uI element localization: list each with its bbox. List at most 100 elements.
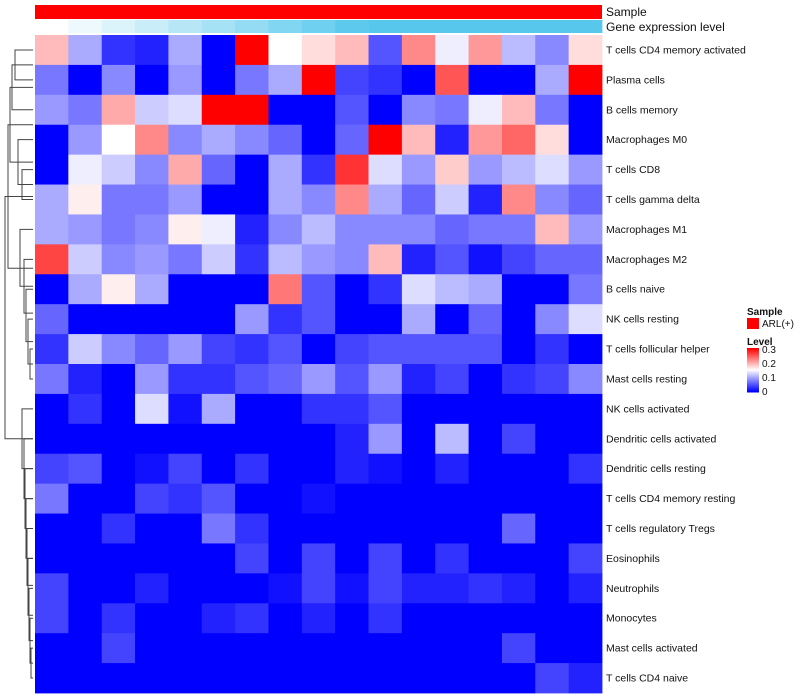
heatmap-cell (468, 633, 503, 664)
legend-gradient-step (747, 356, 759, 358)
heatmap-cell (268, 124, 303, 156)
heatmap-cell (168, 483, 203, 514)
legend-gradient-step (747, 378, 759, 380)
heatmap-cell (568, 304, 603, 335)
heatmap-cell (401, 573, 436, 604)
heatmap-cell (368, 214, 403, 245)
row-label: T cells regulatory Tregs (606, 523, 715, 535)
heatmap-cell (101, 663, 136, 694)
heatmap-cell (335, 304, 369, 335)
heatmap-cell (535, 483, 570, 514)
legend-gradient-step (747, 371, 759, 373)
heatmap-cell (168, 603, 203, 634)
heatmap-cell (68, 513, 103, 544)
heatmap-cell (268, 513, 303, 544)
heatmap-cell (301, 393, 336, 425)
heatmap-cell (535, 393, 570, 425)
heatmap-cell (201, 633, 236, 664)
column-annotations: Sample Gene expression level (35, 5, 725, 34)
heatmap-cell (101, 64, 136, 96)
heatmap-cell (201, 35, 236, 66)
heatmap-cell (35, 483, 69, 514)
heatmap-cell (435, 274, 469, 305)
gene-annotation-cell (535, 20, 570, 33)
row-label: NK cells resting (606, 314, 679, 326)
heatmap-cell (235, 184, 269, 215)
heatmap-cell (568, 393, 603, 425)
heatmap-cell (468, 543, 503, 574)
heatmap-cell (235, 663, 269, 694)
heatmap-cell (268, 663, 303, 694)
heatmap-cell (535, 364, 570, 395)
heatmap-cell (468, 304, 503, 335)
heatmap-cell (568, 274, 603, 305)
heatmap-cell (435, 633, 469, 664)
heatmap-cell (535, 543, 570, 574)
heatmap-cell (368, 633, 403, 664)
heatmap-cell (268, 633, 303, 664)
heatmap-cell (468, 423, 503, 455)
heatmap-cell (235, 64, 269, 96)
heatmap-cell (335, 364, 369, 395)
heatmap-cell (368, 184, 403, 215)
legend-gradient-step (747, 389, 759, 391)
heatmap-cell (368, 334, 403, 365)
heatmap-cell (435, 244, 469, 275)
heatmap-cell (168, 573, 203, 604)
heatmap-cell (268, 244, 303, 275)
heatmap-cell (168, 214, 203, 245)
heatmap-cell (68, 304, 103, 335)
heatmap-cell (501, 64, 536, 96)
heatmap-cell (268, 543, 303, 574)
legend-gradient-step (747, 352, 759, 354)
legend-gradient-step (747, 390, 759, 392)
heatmap-cell (268, 304, 303, 335)
row-label: Macrophages M1 (606, 224, 687, 236)
heatmap-cell (68, 603, 103, 634)
heatmap-cell (401, 663, 436, 694)
heatmap-cell (435, 573, 469, 604)
row-label: Mast cells activated (606, 643, 698, 655)
heatmap-cell (35, 573, 69, 604)
heatmap-cell (68, 154, 103, 185)
heatmap-cell (535, 35, 570, 66)
heatmap-cell (201, 94, 236, 126)
heatmap-cell (368, 393, 403, 425)
legend-gradient-step (747, 370, 759, 372)
heatmap-cell (401, 154, 436, 185)
heatmap-cell (335, 513, 369, 544)
heatmap-cell (301, 603, 336, 634)
row-labels: T cells CD4 memory activated Plasma cells… (606, 44, 746, 684)
legend-gradient-step (747, 348, 759, 350)
legend-gradient-step (747, 367, 759, 369)
heatmap-cell (168, 663, 203, 694)
heatmap-cell (368, 35, 403, 66)
heatmap-cell (335, 423, 369, 455)
row-label: Neutrophils (606, 583, 659, 595)
heatmap-cell (201, 274, 236, 305)
heatmap-cell (435, 364, 469, 395)
heatmap-cell (501, 513, 536, 544)
heatmap-cell (301, 663, 336, 694)
legend-gradient-step (747, 365, 759, 367)
legend-gradient-step (747, 374, 759, 376)
row-label: Eosinophils (606, 553, 660, 565)
heatmap-cell (135, 244, 169, 275)
heatmap-cell (135, 483, 169, 514)
heatmap-cell (535, 274, 570, 305)
heatmap-cell (168, 304, 203, 335)
heatmap-cell (568, 663, 603, 694)
dendrogram-branch (28, 587, 33, 642)
heatmap-cell (535, 633, 570, 664)
heatmap-cell (435, 543, 469, 574)
heatmap-cell (101, 334, 136, 365)
heatmap-cell (101, 364, 136, 395)
heatmap-cell (235, 274, 269, 305)
heatmap-cell (268, 423, 303, 455)
gene-annotation-cell (301, 20, 336, 33)
heatmap-cell (268, 393, 303, 425)
heatmap-cell (101, 513, 136, 544)
heatmap-cell (268, 214, 303, 245)
heatmap-cell (235, 124, 269, 156)
heatmap-cell (368, 274, 403, 305)
